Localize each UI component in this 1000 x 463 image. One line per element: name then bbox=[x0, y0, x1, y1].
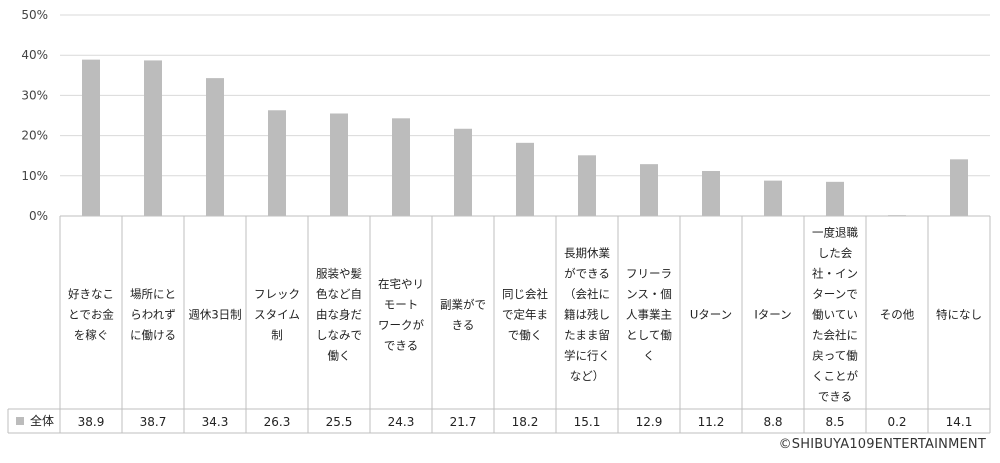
data-value-label: 8.5 bbox=[825, 415, 844, 429]
category-label: で働く bbox=[508, 328, 543, 342]
category-label: その他 bbox=[880, 308, 915, 322]
bar bbox=[330, 113, 348, 216]
data-value-label: 24.3 bbox=[388, 415, 415, 429]
data-value-label: 21.7 bbox=[450, 415, 477, 429]
category-label: しなみで bbox=[316, 328, 362, 342]
category-label: ンス・個 bbox=[626, 287, 672, 301]
data-value-label: 11.2 bbox=[698, 415, 725, 429]
y-tick-label: 30% bbox=[21, 88, 48, 102]
category-label: 人事業主 bbox=[626, 308, 672, 322]
category-label: 在宅やリ bbox=[378, 277, 424, 291]
category-label: 働いてい bbox=[812, 308, 858, 322]
category-label: に働ける bbox=[130, 328, 176, 342]
category-label: た会社に bbox=[812, 328, 858, 342]
category-label: Iターン bbox=[754, 308, 791, 322]
category-label: きる bbox=[452, 318, 475, 332]
data-value-label: 38.9 bbox=[78, 415, 105, 429]
data-value-label: 8.8 bbox=[763, 415, 782, 429]
y-tick-label: 40% bbox=[21, 48, 48, 62]
bar bbox=[206, 78, 224, 216]
data-value-label: 14.1 bbox=[946, 415, 973, 429]
category-label: ワークが bbox=[378, 318, 424, 332]
category-label: 社・イン bbox=[812, 267, 858, 281]
category-label: フリーラ bbox=[626, 267, 672, 281]
category-label: できる bbox=[818, 390, 852, 404]
category-label: 学に行く bbox=[564, 349, 610, 363]
category-label: （会社に bbox=[564, 287, 610, 301]
category-label: Uターン bbox=[690, 308, 732, 322]
bar bbox=[702, 170, 720, 216]
y-tick-label: 20% bbox=[21, 129, 48, 143]
bar bbox=[950, 159, 968, 216]
category-label: ターンで bbox=[812, 287, 857, 301]
category-label: など） bbox=[570, 369, 605, 383]
bar bbox=[826, 181, 844, 216]
category-label: 好きなこ bbox=[68, 287, 114, 301]
category-label: 特になし bbox=[936, 308, 982, 322]
category-label: モート bbox=[384, 297, 419, 311]
category-label: した会 bbox=[818, 246, 853, 260]
data-value-label: 26.3 bbox=[264, 415, 291, 429]
y-tick-label: 10% bbox=[21, 169, 48, 183]
category-label: フレック bbox=[254, 287, 300, 301]
category-label: 戻って働 bbox=[812, 349, 857, 363]
category-label: く bbox=[643, 349, 655, 363]
data-value-label: 0.2 bbox=[887, 415, 906, 429]
y-tick-label: 0% bbox=[29, 209, 48, 223]
category-label: とでお金 bbox=[68, 308, 114, 322]
bar bbox=[144, 60, 162, 217]
y-tick-label: 50% bbox=[21, 8, 48, 22]
data-value-label: 15.1 bbox=[574, 415, 601, 429]
copyright-text: ©SHIBUYA109ENTERTAINMENT bbox=[778, 437, 986, 452]
bar bbox=[578, 155, 596, 216]
category-label: を稼ぐ bbox=[74, 328, 109, 342]
category-label: 場所にと bbox=[130, 287, 176, 301]
category-label: 色など自 bbox=[316, 287, 362, 301]
legend-swatch bbox=[16, 417, 24, 425]
category-label: 制 bbox=[271, 328, 283, 342]
category-label: 服装や髪 bbox=[316, 267, 362, 281]
category-label: たまま留 bbox=[564, 328, 610, 342]
legend-label: 全体 bbox=[30, 413, 54, 428]
category-label: ができる bbox=[564, 267, 610, 281]
category-label: 一度退職 bbox=[812, 226, 858, 240]
category-label: として働 bbox=[626, 328, 672, 342]
data-value-label: 12.9 bbox=[636, 415, 663, 429]
bar bbox=[454, 128, 472, 216]
bar bbox=[392, 118, 410, 216]
bar bbox=[764, 180, 782, 216]
category-label: 長期休業 bbox=[564, 246, 610, 260]
category-label: 同じ会社 bbox=[502, 287, 548, 301]
data-value-label: 38.7 bbox=[140, 415, 167, 429]
category-label: スタイム bbox=[254, 308, 300, 322]
bar bbox=[268, 110, 286, 216]
category-label: 籍は残し bbox=[564, 308, 610, 322]
category-label: 由な身だ bbox=[316, 308, 362, 322]
data-value-label: 18.2 bbox=[512, 415, 539, 429]
category-label: 働く bbox=[328, 349, 351, 363]
category-label: で定年ま bbox=[502, 308, 548, 322]
bar bbox=[516, 142, 534, 216]
category-label: 週休3日制 bbox=[188, 308, 241, 322]
category-label: できる bbox=[384, 338, 418, 352]
category-label: 副業がで bbox=[440, 297, 486, 311]
data-value-label: 25.5 bbox=[326, 415, 353, 429]
bar bbox=[640, 164, 658, 216]
bar bbox=[82, 59, 100, 216]
category-label: くことが bbox=[812, 369, 858, 383]
data-value-label: 34.3 bbox=[202, 415, 229, 429]
category-label: らわれず bbox=[130, 308, 175, 322]
